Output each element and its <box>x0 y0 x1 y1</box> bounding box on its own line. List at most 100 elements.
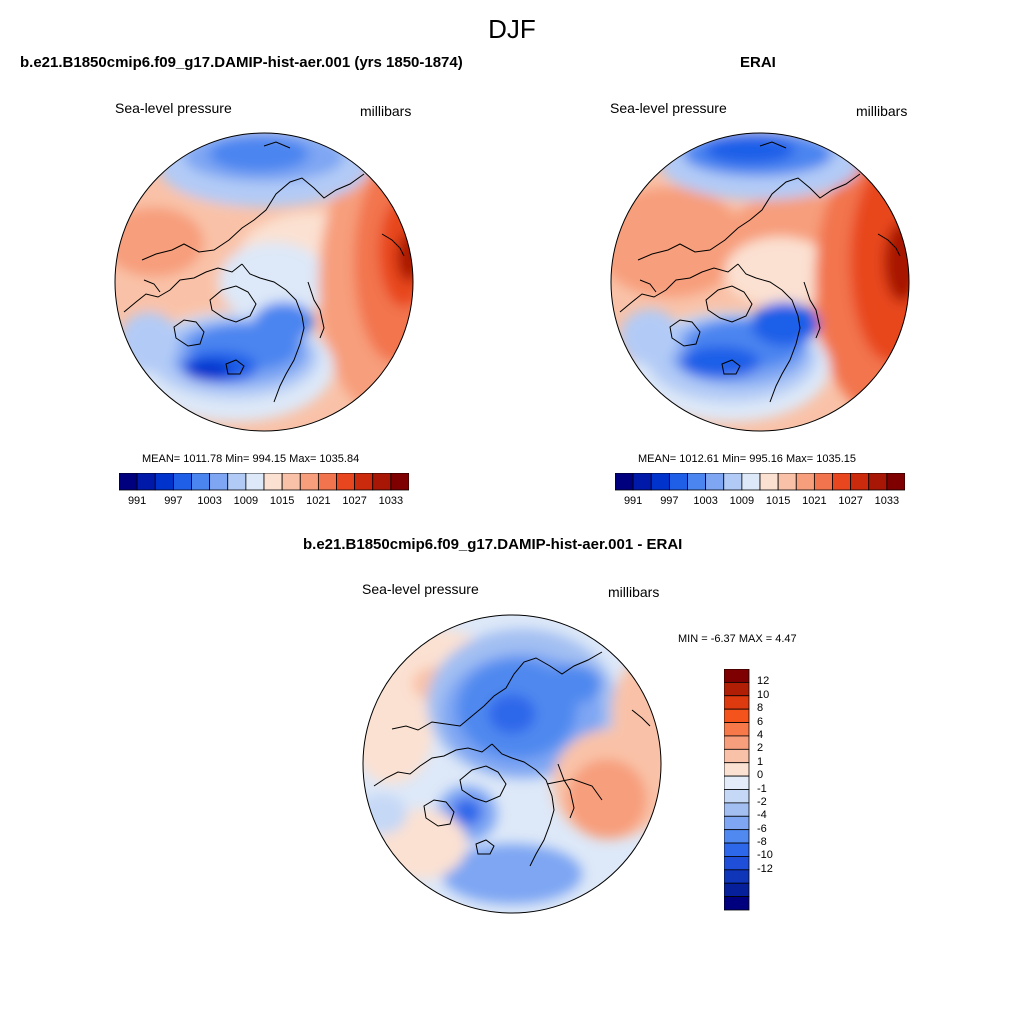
diff-colorbar-box <box>724 775 750 790</box>
obs-colorbar-box <box>777 473 797 491</box>
diff-colorbar-tick-label: -1 <box>757 782 767 795</box>
obs-colorbar-box <box>813 473 833 491</box>
diff-colorbar-tick-label: -10 <box>757 849 773 862</box>
diff-colorbar-box <box>724 815 750 831</box>
diff-colorbar-box <box>724 802 750 817</box>
model-colorbar-box <box>263 473 283 491</box>
obs-variable-label: Sea-level pressure <box>610 100 727 116</box>
figure-title: DJF <box>488 14 536 44</box>
diff-colorbar-box <box>724 735 750 750</box>
model-colorbar-tick-label: 1009 <box>233 495 259 507</box>
diff-variable-label: Sea-level pressure <box>362 581 479 597</box>
obs-colorbar-box <box>850 473 870 491</box>
model-colorbar-box <box>299 473 319 491</box>
diff-colorbar-box <box>724 681 750 697</box>
diff-colorbar-box <box>724 708 750 723</box>
model-colorbar-tick-label: 1033 <box>378 495 404 507</box>
obs-panel-title: ERAI <box>740 54 776 71</box>
obs-colorbar-box <box>868 473 888 491</box>
diff-minmax: MIN = -6.37 MAX = 4.47 <box>678 633 797 645</box>
model-colorbar-box <box>136 473 156 491</box>
model-colorbar-box <box>209 473 229 491</box>
diff-colorbar-tick-label: 4 <box>757 728 764 741</box>
model-colorbar-box <box>227 473 247 491</box>
obs-colorbar-tick-label: 997 <box>660 495 679 507</box>
model-colorbar-box <box>119 473 138 491</box>
diff-colorbar-box <box>724 842 750 857</box>
obs-colorbar-tick-label: 1033 <box>874 495 900 507</box>
diff-colorbar-tick-label: 10 <box>757 688 770 701</box>
diff-colorbar-tick-label: -12 <box>757 862 773 875</box>
model-colorbar-box <box>245 473 265 491</box>
diff-colorbar-tick-label: -6 <box>757 822 767 835</box>
model-panel-title: b.e21.B1850cmip6.f09_g17.DAMIP-hist-aer.… <box>20 54 463 71</box>
obs-colorbar-box <box>615 473 634 491</box>
diff-colorbar-tick-label: -4 <box>757 809 767 822</box>
model-colorbar-box <box>390 473 409 491</box>
diff-colorbar-tick-label: 0 <box>757 769 764 782</box>
diff-colorbar-box <box>724 669 750 683</box>
model-colorbar-box <box>354 473 374 491</box>
diff-colorbar-tick-label: 2 <box>757 742 764 755</box>
diff-colorbar-box <box>724 789 750 804</box>
model-colorbar-box <box>172 473 192 491</box>
diff-colorbar-box <box>724 869 750 884</box>
diff-colorbar-box <box>724 856 750 871</box>
obs-colorbar-box <box>650 473 670 491</box>
obs-colorbar-tick-label: 1027 <box>838 495 863 507</box>
model-colorbar-box <box>154 473 174 491</box>
obs-colorbar-tick-label: 1009 <box>729 495 755 507</box>
obs-colorbar-box <box>795 473 815 491</box>
obs-colorbar-box <box>759 473 779 491</box>
model-colorbar-box <box>281 473 301 491</box>
diff-units-label: millibars <box>608 584 660 600</box>
model-colorbar-tick-label: 1015 <box>269 495 295 507</box>
diff-colorbar-tick-label: 8 <box>757 702 764 715</box>
obs-colorbar-tick-label: 991 <box>623 495 643 507</box>
obs-colorbar-box <box>687 473 707 491</box>
diff-panel-title: b.e21.B1850cmip6.f09_g17.DAMIP-hist-aer.… <box>303 536 683 553</box>
model-colorbar <box>119 473 409 491</box>
model-colorbar-box <box>191 473 211 491</box>
obs-colorbar <box>615 473 905 491</box>
diff-colorbar-box <box>724 896 750 911</box>
diff-colorbar-box <box>724 722 750 737</box>
model-colorbar-tick-label: 1021 <box>306 495 331 507</box>
diff-colorbar-box <box>724 762 750 777</box>
diff-colorbar-box <box>724 829 750 844</box>
diff-colorbar-tick-label: -8 <box>757 836 767 849</box>
obs-colorbar-box <box>668 473 688 491</box>
diff-colorbar-tick-label: 6 <box>757 715 764 728</box>
obs-polar-map <box>610 132 910 432</box>
model-colorbar-tick-label: 991 <box>127 495 147 507</box>
obs-colorbar-tick-label: 1003 <box>693 495 718 507</box>
obs-units-label: millibars <box>856 103 908 119</box>
model-colorbar-box <box>317 473 337 491</box>
model-variable-label: Sea-level pressure <box>115 100 232 116</box>
model-colorbar-tick-label: 997 <box>164 495 183 507</box>
model-colorbar-tick-label: 1027 <box>342 495 367 507</box>
diff-colorbar-tick-label: 1 <box>757 755 764 768</box>
obs-colorbar-box <box>705 473 725 491</box>
diff-colorbar-box <box>724 882 750 898</box>
obs-stats: MEAN= 1012.61 Min= 995.16 Max= 1035.15 <box>638 453 857 465</box>
obs-colorbar-box <box>723 473 743 491</box>
model-colorbar-box <box>336 473 356 491</box>
obs-colorbar-tick-label: 1015 <box>765 495 791 507</box>
obs-colorbar-box <box>886 473 905 491</box>
diff-colorbar-tick-label: -2 <box>757 795 767 808</box>
obs-colorbar-box <box>632 473 652 491</box>
model-units-label: millibars <box>360 103 412 119</box>
model-stats: MEAN= 1011.78 Min= 994.15 Max= 1035.84 <box>142 453 360 465</box>
diff-polar-map <box>362 614 662 914</box>
obs-colorbar-box <box>832 473 852 491</box>
obs-colorbar-box <box>741 473 761 491</box>
model-colorbar-tick-label: 1003 <box>197 495 222 507</box>
diff-colorbar-box <box>724 695 750 710</box>
model-polar-map <box>114 132 414 432</box>
diff-colorbar-box <box>724 748 750 764</box>
diff-colorbar-tick-label: 12 <box>757 675 770 688</box>
obs-colorbar-tick-label: 1021 <box>802 495 827 507</box>
diff-colorbar <box>724 669 750 911</box>
model-colorbar-box <box>372 473 392 491</box>
